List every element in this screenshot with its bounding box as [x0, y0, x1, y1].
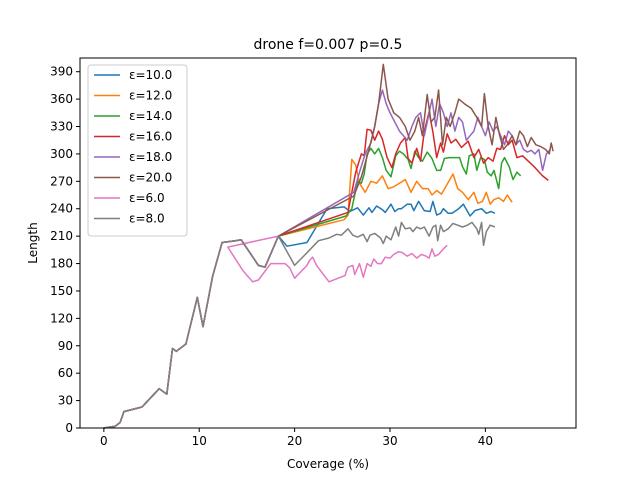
- y-tick-label: 390: [50, 65, 73, 79]
- x-axis: 0 10 20 30 40: [100, 428, 493, 448]
- y-axis: 0 30 60 90 120 150 180 210 240 270 300 330 360 390: [50, 65, 80, 435]
- y-tick-label: 30: [58, 394, 73, 408]
- x-tick-label: 30: [382, 434, 397, 448]
- y-tick-label: 360: [50, 92, 73, 106]
- series-line-7: [103, 221, 496, 429]
- y-tick-label: 0: [65, 421, 73, 435]
- x-tick-label: 40: [478, 434, 493, 448]
- x-tick-label: 0: [100, 434, 108, 448]
- legend-label: ε=12.0: [129, 89, 172, 103]
- plot-frame: [79, 57, 577, 429]
- y-tick-label: 300: [50, 147, 73, 161]
- legend-label: ε=8.0: [129, 212, 165, 226]
- x-tick-label: 10: [192, 434, 207, 448]
- legend-label: ε=10.0: [129, 68, 172, 82]
- y-tick-label: 90: [58, 339, 73, 353]
- y-tick-label: 270: [50, 174, 73, 188]
- legend-label: ε=20.0: [129, 171, 172, 185]
- plot-lines: [103, 63, 554, 429]
- y-tick-label: 60: [58, 366, 73, 380]
- legend-label: ε=18.0: [129, 150, 172, 164]
- legend-label: ε=14.0: [129, 109, 172, 123]
- y-axis-label: Length: [26, 222, 40, 263]
- y-tick-label: 180: [50, 257, 73, 271]
- legend-label: ε=16.0: [129, 130, 172, 144]
- x-axis-label: Coverage (%): [287, 457, 369, 471]
- y-tick-label: 210: [50, 229, 73, 243]
- y-tick-label: 330: [50, 120, 73, 134]
- y-tick-label: 240: [50, 202, 73, 216]
- legend: ε=10.0 ε=12.0 ε=14.0 ε=16.0 ε=18.0 ε=20.0 ε=6.…: [87, 64, 188, 237]
- y-tick-label: 150: [50, 284, 73, 298]
- x-tick-label: 20: [287, 434, 302, 448]
- chart-title: drone f=0.007 p=0.5: [254, 37, 403, 53]
- legend-label: ε=6.0: [129, 191, 165, 205]
- legend-box: [87, 64, 188, 237]
- y-tick-label: 120: [50, 311, 73, 325]
